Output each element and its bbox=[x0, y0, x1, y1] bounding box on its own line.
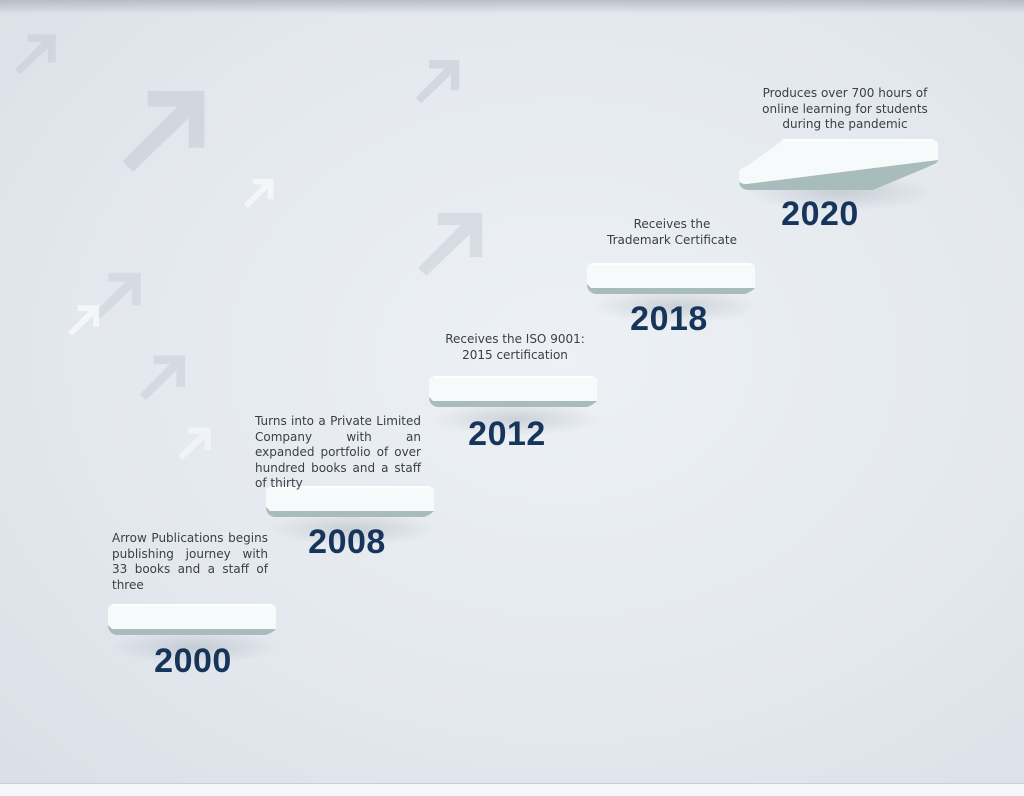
step-shadow bbox=[268, 512, 438, 546]
year-label: 2008 bbox=[308, 523, 386, 561]
arrow-icon bbox=[88, 262, 148, 322]
step-2018 bbox=[585, 262, 757, 298]
step-2000 bbox=[106, 603, 278, 639]
year-label: 2012 bbox=[468, 415, 546, 453]
step-shadow bbox=[110, 630, 280, 664]
arrow-icon bbox=[410, 50, 466, 106]
arrow-icon bbox=[112, 72, 217, 177]
year-label: 2020 bbox=[781, 195, 859, 233]
event-description: Arrow Publications begins publishing jou… bbox=[112, 531, 268, 592]
step-2012 bbox=[427, 375, 599, 411]
arrow-icon bbox=[240, 172, 278, 210]
step-2008 bbox=[264, 485, 436, 521]
arrow-icon bbox=[174, 420, 216, 462]
step-2020 bbox=[737, 136, 941, 194]
event-description: Turns into a Private Limited Company wit… bbox=[255, 414, 421, 490]
bottom-edge bbox=[0, 783, 1024, 796]
event-description: Receives the Trademark Certificate bbox=[607, 217, 737, 247]
arrow-icon bbox=[134, 345, 192, 403]
step-shadow bbox=[432, 402, 602, 436]
top-shadow bbox=[0, 0, 1024, 14]
step-shadow bbox=[590, 289, 760, 323]
event-description: Produces over 700 hours of online learni… bbox=[762, 86, 928, 131]
year-label: 2018 bbox=[630, 300, 708, 338]
event-description: Receives the ISO 9001: 2015 certificatio… bbox=[445, 332, 585, 362]
arrow-icon bbox=[10, 25, 62, 77]
year-label: 2000 bbox=[154, 642, 232, 680]
arrow-icon bbox=[64, 298, 104, 338]
arrow-icon bbox=[410, 198, 492, 280]
